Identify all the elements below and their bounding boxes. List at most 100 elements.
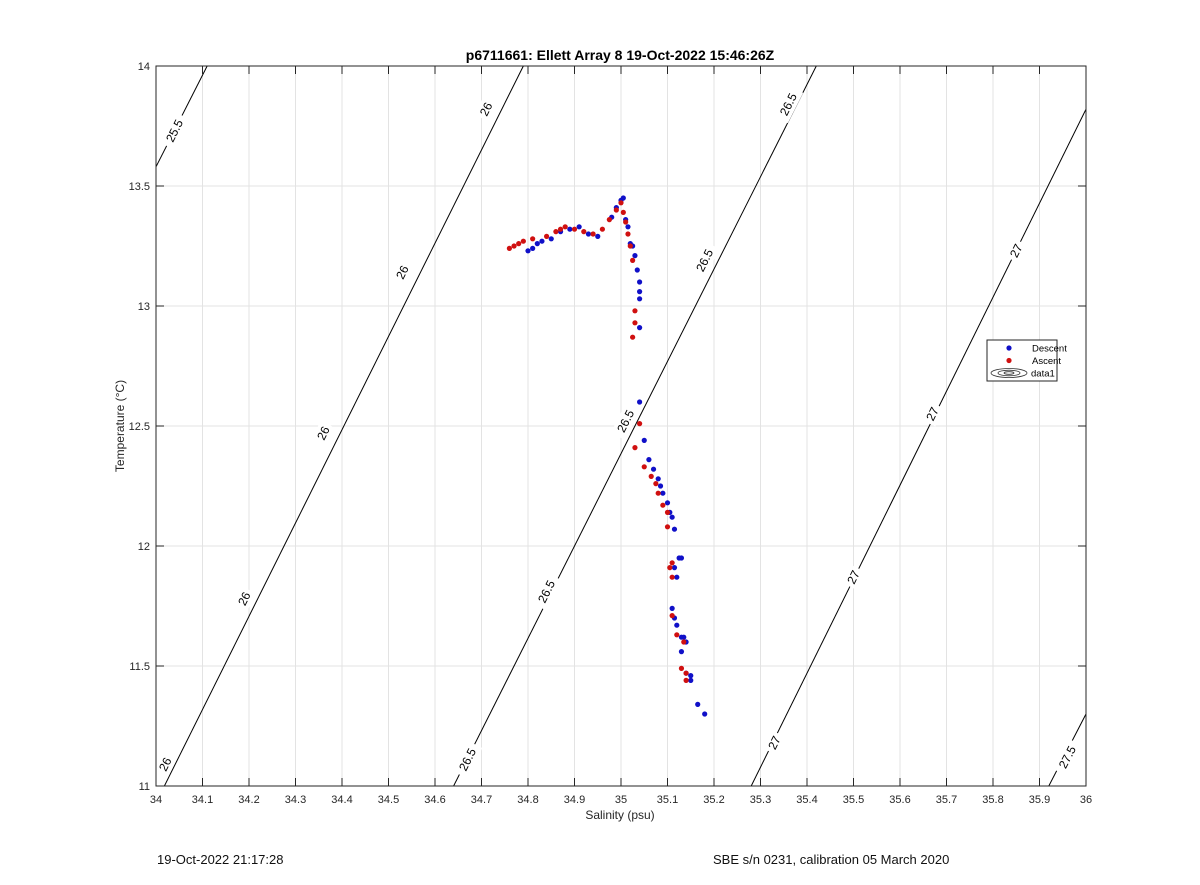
y-tick-label: 11.5 — [129, 661, 150, 673]
x-tick-label: 34.1 — [192, 794, 213, 806]
data-point-ascent — [664, 509, 671, 515]
data-point-descent — [625, 224, 631, 230]
data-point-descent — [576, 224, 582, 230]
contour-label: 26 — [477, 100, 496, 118]
series-ascent — [506, 200, 689, 684]
contour-label-group: 26 — [156, 751, 177, 777]
data-point-descent — [678, 649, 685, 655]
contour-label-group: 27 — [1004, 238, 1028, 264]
data-point-descent — [637, 296, 643, 302]
data-point-descent — [595, 233, 601, 239]
x-tick-label: 34.4 — [331, 794, 352, 806]
contour-label-group: 26 — [474, 96, 498, 122]
data-point-ascent — [516, 241, 522, 247]
contour-label-bg — [610, 402, 641, 440]
data-point-ascent — [648, 473, 654, 479]
data-point-ascent — [511, 243, 517, 249]
contour-label-bg — [390, 259, 415, 285]
data-point-descent — [660, 490, 666, 496]
x-tick-label: 34.2 — [238, 794, 259, 806]
x-tick-label: 35.5 — [843, 794, 864, 806]
data-point-descent — [671, 565, 678, 571]
contour-label-group: 27 — [841, 564, 866, 590]
contour-line — [453, 66, 817, 786]
data-point-ascent — [581, 229, 587, 235]
x-tick-label: 34.9 — [564, 794, 585, 806]
x-tick-label: 35.8 — [982, 794, 1003, 806]
data-point-ascent — [553, 229, 559, 235]
y-tick-label: 13.5 — [129, 181, 150, 193]
data-point-descent — [637, 325, 643, 331]
data-point-descent — [669, 514, 675, 520]
x-tick-label: 34 — [150, 794, 162, 806]
contour-label-group: 26.5 — [689, 241, 720, 280]
x-tick-label: 35.2 — [703, 794, 724, 806]
data-point-descent — [637, 289, 643, 295]
data-point-ascent — [669, 560, 675, 566]
data-point-ascent — [660, 502, 666, 508]
data-point-descent — [702, 711, 708, 717]
data-point-descent — [646, 457, 652, 463]
x-tick-label: 34.6 — [424, 794, 445, 806]
contour-line — [163, 66, 524, 786]
contour-label-bg — [474, 96, 498, 122]
contour-label-bg — [232, 586, 256, 612]
footer-calibration: SBE s/n 0231, calibration 05 March 2020 — [713, 852, 950, 867]
contour-label: 27 — [1007, 241, 1026, 259]
contour-label-bg — [841, 564, 866, 590]
data-point-descent — [539, 238, 545, 244]
footer-timestamp: 19-Oct-2022 21:17:28 — [157, 852, 284, 867]
data-point-ascent — [613, 207, 619, 213]
data-point-ascent — [632, 308, 638, 314]
legend-contour-icon — [997, 369, 1021, 377]
y-tick-label: 11 — [139, 781, 150, 793]
data-point-ascent — [641, 464, 647, 470]
data-point-ascent — [683, 677, 689, 684]
contour-label-bg — [156, 751, 177, 777]
x-axis-label: Salinity (psu) — [585, 808, 654, 822]
data-point-descent — [688, 677, 694, 684]
contour-label-group: 26 — [232, 586, 256, 612]
legend-marker-descent — [1006, 345, 1012, 351]
data-point-descent — [669, 605, 675, 612]
y-axis-label: Temperature (°C) — [113, 380, 127, 472]
data-point-ascent — [683, 670, 689, 676]
data-point-ascent — [506, 245, 512, 251]
contour-label-group: 26.5 — [773, 85, 804, 124]
data-point-descent — [678, 555, 685, 561]
data-point-ascent — [632, 320, 638, 326]
contour-label-bg — [762, 730, 787, 756]
data-point-descent — [681, 634, 687, 640]
data-point-descent — [657, 483, 664, 489]
contour-label: 27 — [765, 733, 784, 751]
data-point-descent — [637, 399, 643, 405]
data-point-descent — [674, 622, 680, 628]
x-tick-label: 35 — [615, 794, 627, 806]
contour-label-group: 26 — [390, 259, 415, 285]
data-point-ascent — [678, 665, 685, 672]
data-point-ascent — [667, 565, 673, 571]
contour-label-group: 25.5 — [159, 112, 190, 150]
data-point-descent — [637, 279, 643, 285]
contour-label: 26 — [156, 755, 175, 773]
data-point-descent — [632, 253, 638, 259]
contour-label-bg — [1052, 738, 1083, 776]
contour-label-bg — [159, 112, 190, 150]
x-tick-label: 35.4 — [796, 794, 817, 806]
contour-label: 27 — [844, 568, 863, 586]
data-point-descent — [634, 267, 640, 273]
data-point-descent — [567, 226, 573, 232]
data-point-ascent — [669, 574, 675, 580]
data-point-descent — [664, 500, 671, 506]
contour-label-group: 26 — [311, 420, 336, 446]
contour-label-group: 26.5 — [452, 740, 483, 779]
data-point-descent — [585, 231, 592, 237]
data-point-descent — [695, 701, 701, 708]
data-point-descent — [620, 195, 626, 201]
x-tick-label: 34.8 — [517, 794, 538, 806]
legend-label: Descent — [1032, 344, 1067, 355]
contour-label: 26 — [393, 263, 412, 281]
data-point-descent — [671, 526, 678, 532]
contour-label-group: 27 — [920, 401, 945, 427]
